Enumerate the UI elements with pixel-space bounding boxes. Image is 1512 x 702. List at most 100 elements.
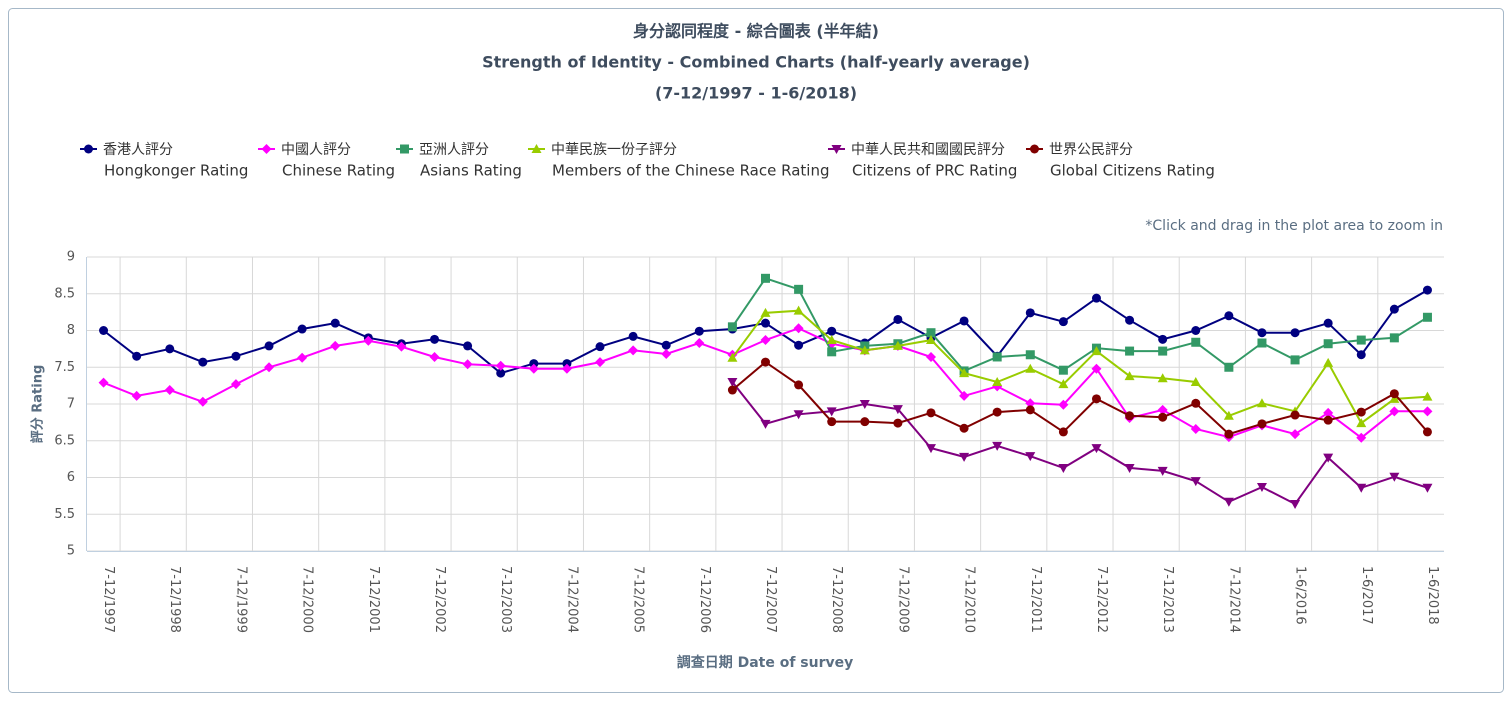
data-point xyxy=(1091,363,1102,374)
legend-label-en[interactable]: Citizens of PRC Rating xyxy=(852,162,1017,180)
y-tick-label: 8 xyxy=(67,323,75,338)
data-point xyxy=(1290,355,1300,365)
data-point xyxy=(1058,317,1068,327)
data-point xyxy=(330,318,340,328)
data-point xyxy=(1058,365,1068,375)
data-point xyxy=(562,359,572,369)
data-point xyxy=(1389,393,1400,403)
data-point xyxy=(131,390,142,401)
x-tick-label: 1-6/2016 xyxy=(1293,566,1308,625)
data-point xyxy=(1224,311,1234,321)
data-point xyxy=(1025,398,1036,409)
data-point xyxy=(1257,338,1267,348)
legend-label-en[interactable]: Hongkonger Rating xyxy=(104,162,248,180)
data-point xyxy=(463,341,473,351)
legend-symbol xyxy=(531,144,542,153)
legend-label-en[interactable]: Global Citizens Rating xyxy=(1050,162,1215,180)
data-point xyxy=(794,340,804,350)
y-tick-label: 5 xyxy=(67,544,75,559)
data-point xyxy=(297,352,308,363)
legend-label[interactable]: 中華人民共和國國民評分 xyxy=(851,142,1005,158)
data-point xyxy=(925,351,936,362)
data-point xyxy=(1422,391,1433,401)
data-point xyxy=(826,335,837,345)
data-point xyxy=(1025,452,1036,462)
legend-label[interactable]: 亞洲人評分 xyxy=(419,142,489,158)
data-point xyxy=(992,441,1003,451)
data-point xyxy=(1323,318,1333,328)
data-point xyxy=(264,362,275,373)
data-point xyxy=(1158,346,1168,356)
x-tick-label: 7-12/2013 xyxy=(1160,566,1175,633)
data-point xyxy=(595,342,605,352)
series-line xyxy=(731,309,1428,425)
data-point xyxy=(1323,357,1334,367)
data-point xyxy=(1257,328,1267,338)
data-point xyxy=(1389,304,1399,314)
data-point xyxy=(893,418,903,428)
data-point xyxy=(760,307,771,317)
data-point xyxy=(1058,463,1069,473)
legend-label[interactable]: 中國人評分 xyxy=(281,142,351,158)
legend-symbol xyxy=(84,144,93,154)
legend-symbol xyxy=(261,144,272,154)
data-point xyxy=(164,385,175,396)
x-tick-label: 1-6/2017 xyxy=(1359,566,1374,625)
data-point xyxy=(1190,477,1201,487)
data-point xyxy=(959,316,969,326)
data-point xyxy=(1157,373,1168,383)
series-line xyxy=(731,381,1428,506)
legend-label[interactable]: 世界公民評分 xyxy=(1049,142,1133,158)
data-point xyxy=(925,444,936,454)
y-axis-title: 評分 Rating xyxy=(30,365,46,444)
data-point xyxy=(1058,379,1069,389)
x-tick-label: 7-12/2009 xyxy=(895,566,910,633)
data-point xyxy=(694,337,705,348)
data-point xyxy=(1356,418,1367,428)
data-point xyxy=(826,407,837,417)
data-point xyxy=(760,419,771,429)
data-point xyxy=(1191,326,1201,335)
data-point xyxy=(1190,423,1201,434)
data-point xyxy=(1025,308,1035,318)
legend-label[interactable]: 香港人評分 xyxy=(103,142,173,158)
data-point xyxy=(1323,415,1333,425)
data-point xyxy=(1125,411,1135,421)
data-point xyxy=(98,377,109,388)
data-point xyxy=(959,452,970,462)
legend-label-en[interactable]: Members of the Chinese Race Rating xyxy=(552,162,829,180)
chart-title: 身分認同程度 - 綜合圖表 (半年結) xyxy=(633,22,879,41)
data-point xyxy=(926,328,936,338)
data-point xyxy=(1158,334,1168,344)
y-tick-label: 6 xyxy=(67,470,75,485)
data-point xyxy=(1356,335,1366,345)
data-point xyxy=(297,324,307,334)
data-point xyxy=(992,352,1002,362)
data-point xyxy=(1025,405,1035,415)
data-point xyxy=(926,408,936,418)
data-point xyxy=(628,331,638,341)
data-point xyxy=(132,351,142,361)
data-point xyxy=(1290,429,1301,440)
data-point xyxy=(231,351,241,361)
data-point xyxy=(1356,407,1366,417)
legend-label[interactable]: 中華民族一份子評分 xyxy=(551,142,677,158)
data-point xyxy=(793,323,804,334)
data-point xyxy=(1422,483,1433,493)
data-point xyxy=(1224,362,1234,372)
legend-label-en[interactable]: Chinese Rating xyxy=(282,162,395,180)
data-point xyxy=(1422,285,1432,295)
data-point xyxy=(959,368,970,378)
legend-label-en[interactable]: Asians Rating xyxy=(420,162,522,180)
data-point xyxy=(1389,389,1399,399)
data-point xyxy=(528,363,539,374)
data-point xyxy=(794,380,804,390)
data-point xyxy=(1256,483,1267,493)
data-point xyxy=(1323,407,1334,418)
data-point xyxy=(529,359,539,369)
data-point xyxy=(1356,350,1366,360)
data-point xyxy=(495,360,506,371)
data-point xyxy=(827,347,837,357)
data-point xyxy=(230,379,241,390)
